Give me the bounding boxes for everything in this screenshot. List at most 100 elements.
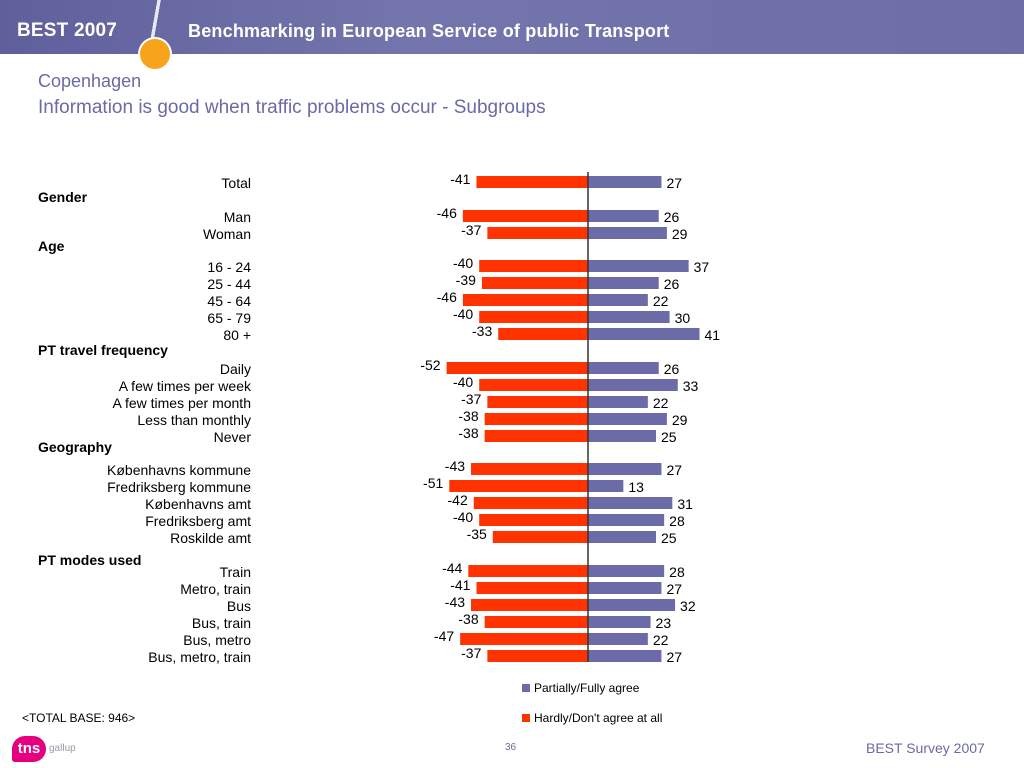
- bar-disagree: [481, 277, 588, 289]
- gallup-logo-text: gallup: [49, 743, 76, 754]
- category-label: Fredriksberg amt: [145, 513, 251, 529]
- bar-disagree: [460, 633, 588, 645]
- category-label: Roskilde amt: [170, 530, 251, 546]
- data-label-disagree: -40: [453, 306, 473, 322]
- category-label: Københavns amt: [145, 496, 251, 512]
- data-label-agree: 27: [666, 649, 682, 665]
- data-label-disagree: -42: [448, 492, 468, 508]
- data-label-disagree: -46: [437, 289, 457, 305]
- legend-swatch: [522, 684, 530, 692]
- tns-logo-badge: tns: [12, 736, 46, 762]
- bar-agree: [588, 311, 670, 323]
- bar-agree: [588, 227, 667, 239]
- bar-agree: [588, 565, 665, 577]
- group-label: PT travel frequency: [38, 342, 168, 358]
- data-label-disagree: -44: [442, 560, 462, 576]
- data-label-disagree: -52: [420, 357, 440, 373]
- data-label-disagree: -40: [453, 509, 473, 525]
- bar-agree: [588, 413, 667, 425]
- data-label-agree: 22: [653, 395, 669, 411]
- bar-disagree: [484, 413, 588, 425]
- bar-agree: [588, 497, 673, 509]
- bar-agree: [588, 531, 656, 543]
- bar-agree: [588, 210, 659, 222]
- legend-entry: Partially/Fully agree: [534, 681, 640, 695]
- bar-disagree: [473, 497, 588, 509]
- data-label-agree: 41: [705, 327, 721, 343]
- category-label: Københavns kommune: [107, 462, 251, 478]
- bar-disagree: [471, 599, 588, 611]
- bar-disagree: [462, 210, 588, 222]
- bar-disagree: [487, 396, 588, 408]
- bar-agree: [588, 650, 662, 662]
- data-label-disagree: -40: [453, 374, 473, 390]
- data-label-agree: 32: [680, 598, 696, 614]
- data-label-disagree: -39: [456, 272, 476, 288]
- category-label: Daily: [220, 361, 251, 377]
- data-label-agree: 26: [664, 276, 680, 292]
- bar-disagree: [479, 379, 588, 391]
- bar-agree: [588, 599, 676, 611]
- slide-title: Copenhagen: [38, 71, 142, 91]
- data-label-agree: 27: [666, 175, 682, 191]
- data-label-agree: 28: [669, 564, 685, 580]
- data-label-disagree: -37: [461, 222, 481, 238]
- category-label: 16 - 24: [207, 259, 251, 275]
- brand-label: BEST 2007: [17, 20, 118, 41]
- bar-disagree: [479, 514, 588, 526]
- data-label-disagree: -41: [450, 171, 470, 187]
- bar-disagree: [446, 362, 588, 374]
- category-label: Never: [214, 429, 252, 445]
- bar-agree: [588, 633, 648, 645]
- data-label-agree: 33: [683, 378, 699, 394]
- bar-disagree: [484, 430, 588, 442]
- data-label-agree: 29: [672, 226, 688, 242]
- category-label: A few times per month: [112, 395, 251, 411]
- page-number: 36: [505, 742, 517, 753]
- data-label-agree: 25: [661, 429, 677, 445]
- bar-disagree: [479, 260, 588, 272]
- bar-disagree: [471, 463, 588, 475]
- data-label-disagree: -38: [458, 611, 478, 627]
- bar-disagree: [487, 650, 588, 662]
- data-label-disagree: -33: [472, 323, 492, 339]
- bar-agree: [588, 582, 662, 594]
- category-label: Metro, train: [180, 581, 251, 597]
- data-label-disagree: -43: [445, 458, 465, 474]
- bar-agree: [588, 480, 624, 492]
- data-label-disagree: -43: [445, 594, 465, 610]
- data-label-agree: 13: [628, 479, 644, 495]
- data-label-agree: 30: [675, 310, 691, 326]
- slide-subtitle: Information is good when traffic problem…: [38, 97, 546, 118]
- data-label-agree: 29: [672, 412, 688, 428]
- bar-agree: [588, 294, 648, 306]
- header-bar: BEST 2007 Benchmarking in European Servi…: [0, 0, 1024, 71]
- category-label: 80 +: [223, 327, 251, 343]
- bar-agree: [588, 362, 659, 374]
- category-label: Total: [221, 175, 251, 191]
- bar-disagree: [492, 531, 588, 543]
- data-label-agree: 26: [664, 209, 680, 225]
- bar-disagree: [468, 565, 588, 577]
- bar-agree: [588, 379, 678, 391]
- data-label-agree: 37: [694, 259, 710, 275]
- group-label: Geography: [38, 439, 112, 455]
- data-label-agree: 26: [664, 361, 680, 377]
- data-label-disagree: -38: [458, 425, 478, 441]
- data-label-disagree: -41: [450, 577, 470, 593]
- bar-agree: [588, 430, 656, 442]
- orange-dot-icon: [138, 37, 172, 71]
- tns-gallup-logo: tns gallup: [12, 732, 82, 762]
- category-label: 25 - 44: [207, 276, 251, 292]
- data-label-disagree: -38: [458, 408, 478, 424]
- data-label-agree: 23: [656, 615, 672, 631]
- bar-agree: [588, 396, 648, 408]
- category-label: A few times per week: [119, 378, 252, 394]
- data-label-agree: 25: [661, 530, 677, 546]
- data-label-agree: 28: [669, 513, 685, 529]
- data-label-agree: 27: [666, 462, 682, 478]
- bar-disagree: [449, 480, 588, 492]
- bar-disagree: [462, 294, 588, 306]
- category-label: 45 - 64: [207, 293, 251, 309]
